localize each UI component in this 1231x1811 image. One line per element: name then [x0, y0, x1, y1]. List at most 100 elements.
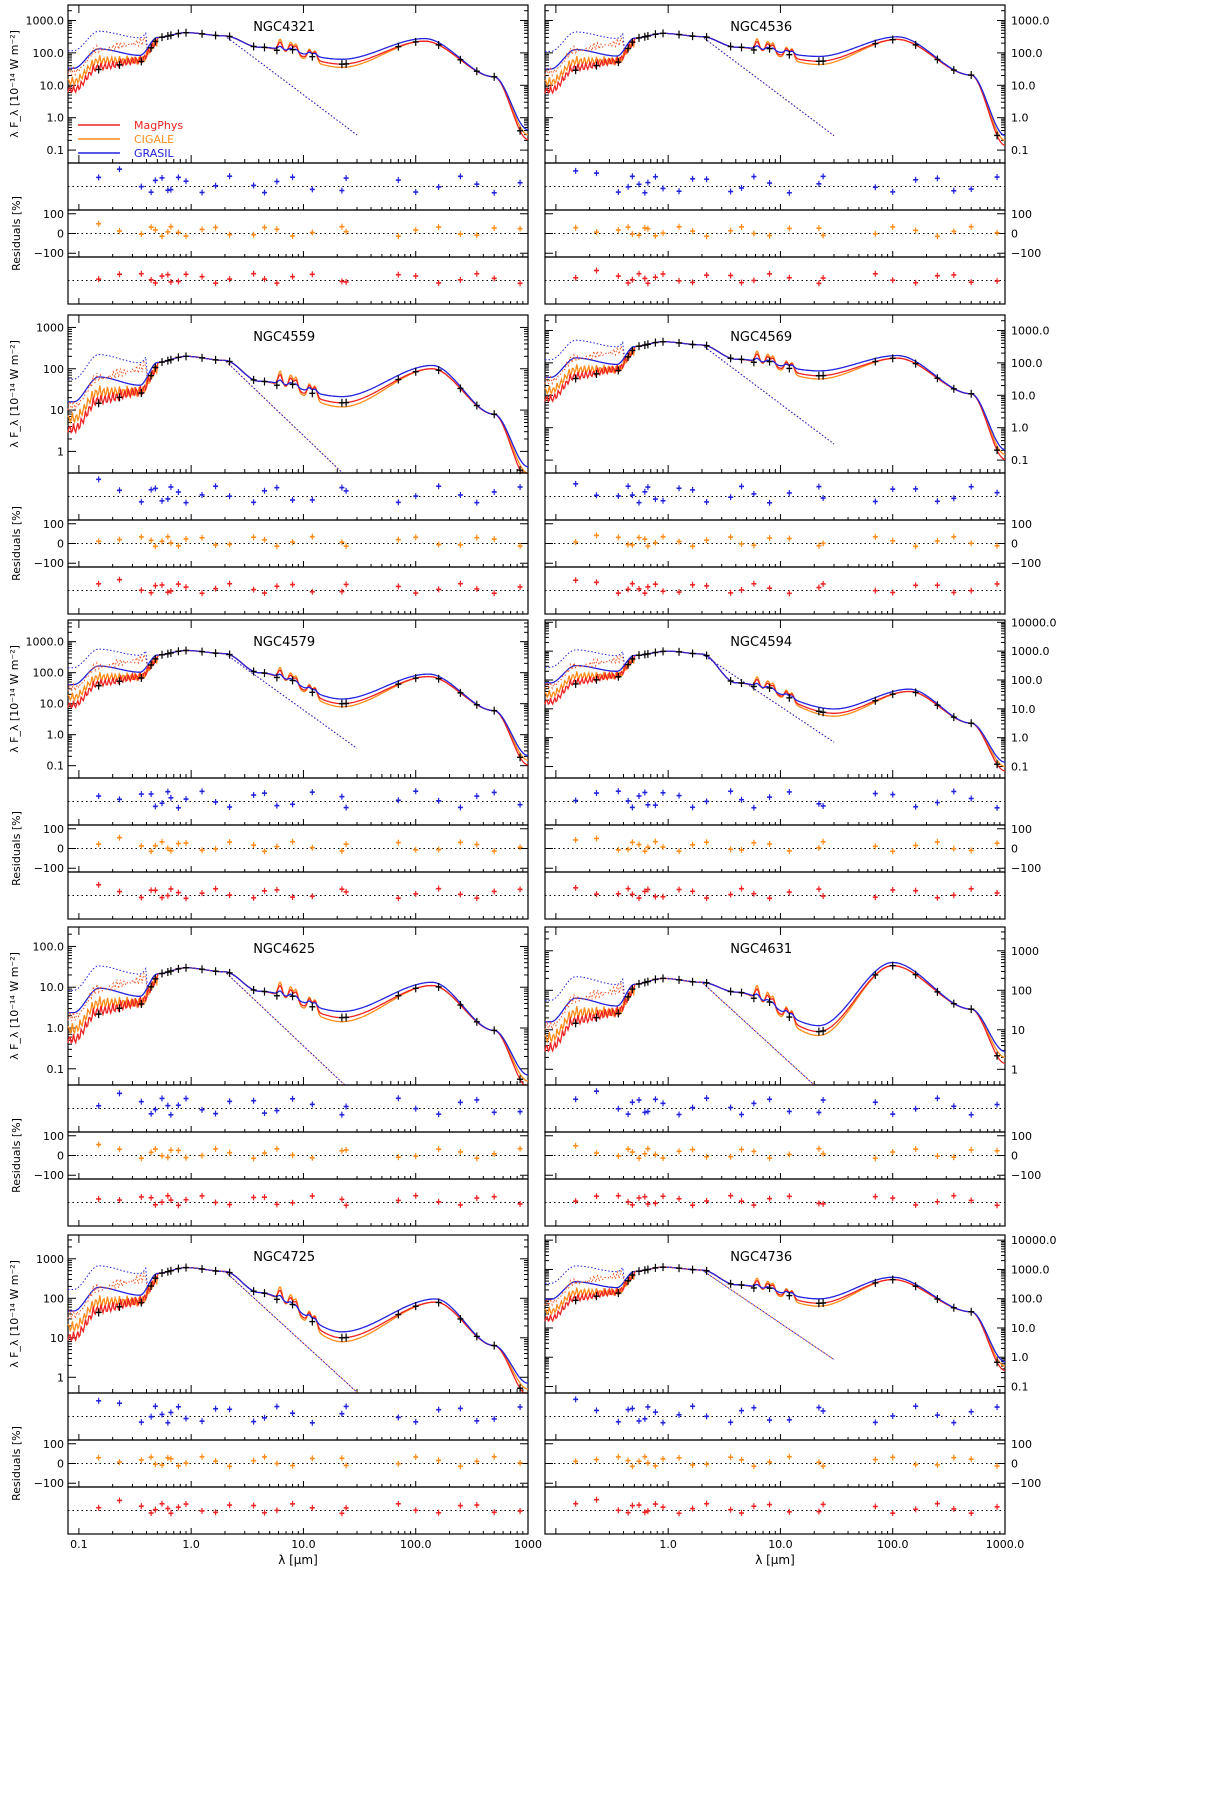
y-tick-label: 1000.0 [1011, 1263, 1050, 1276]
residual-tick-label: 0 [1011, 538, 1018, 551]
panel-ngc4631: NGC4631 1000 100 10 1 −100 0 100 [544, 926, 1041, 1227]
galaxy-label: NGC4725 [253, 1250, 315, 1265]
panel-ngc4625: NGC4625 100.0 10.0 1.0 0.1 −100 0 100 λ F_λ [10⁻… [8, 926, 529, 1227]
residual-tick-label: −100 [1011, 1477, 1041, 1490]
y-tick-label: 1.0 [47, 1022, 65, 1035]
model-curve-magphys [544, 341, 1006, 460]
y-tick-label: 1000 [36, 321, 64, 334]
galaxy-label: NGC4631 [730, 942, 792, 957]
residual-tick-label: 0 [57, 1458, 64, 1471]
residual-tick-label: 0 [1011, 843, 1018, 856]
model-curve-grasil [545, 961, 1006, 1053]
residual-tick-label: 100 [1011, 823, 1032, 836]
unattenuated-stellar-curve [67, 32, 358, 136]
model-curve-grasil [545, 650, 1006, 763]
galaxy-label: NGC4536 [730, 20, 792, 35]
y-tick-label: 100 [43, 1292, 64, 1305]
model-curve-grasil [68, 649, 529, 757]
residual-tick-label: 100 [43, 208, 64, 221]
panel-ngc4725: NGC4725 1000 100 10 1 −100 0 100 λ F_λ [10⁻¹⁴ W … [8, 1234, 529, 1535]
sed-y-axis-label: λ F_λ [10⁻¹⁴ W m⁻²] [8, 952, 21, 1060]
model-curve-cigale [544, 341, 1006, 456]
x-tick-label: 100.0 [400, 1538, 432, 1551]
y-tick-label: 1000 [1011, 945, 1039, 958]
model-curve-grasil [545, 341, 1006, 451]
y-tick-label: 0.1 [47, 760, 65, 773]
residual-tick-label: 0 [57, 843, 64, 856]
y-tick-label: 1000 [36, 1253, 64, 1266]
y-tick-label: 10.0 [1011, 703, 1036, 716]
panel-ngc4321: NGC4321 1000.0 100.0 10.0 1.0 0.1 MagPhysCIGAL… [8, 4, 529, 305]
residual-tick-label: 100 [1011, 208, 1032, 221]
model-curve-cigale [544, 650, 1006, 768]
unattenuated-stellar-curve [544, 977, 834, 1086]
residual-tick-label: 100 [43, 1130, 64, 1143]
residual-tick-label: 0 [57, 538, 64, 551]
model-curve-magphys [67, 32, 529, 141]
panel-ngc4579: NGC4579 1000.0 100.0 10.0 1.0 0.1 −100 0 100 λ F_… [8, 619, 529, 920]
y-tick-label: 0.1 [1011, 454, 1029, 467]
y-tick-label: 10.0 [1011, 389, 1036, 402]
model-curve-magphys [67, 1266, 528, 1394]
sed-y-axis-label: λ F_λ [10⁻¹⁴ W m⁻²] [8, 340, 21, 448]
residual-tick-label: −100 [34, 247, 64, 260]
y-tick-label: 0.1 [1011, 144, 1029, 157]
y-tick-label: 10 [50, 404, 64, 417]
y-tick-label: 10 [1011, 1024, 1025, 1037]
residual-tick-label: −100 [1011, 1169, 1041, 1182]
y-tick-label: 10000.0 [1011, 616, 1057, 629]
y-tick-label: 10000.0 [1011, 1234, 1057, 1247]
x-axis-label: λ [μm] [278, 1553, 318, 1567]
y-tick-label: 1.0 [47, 112, 65, 125]
legend-label-cigale: CIGALE [134, 133, 174, 146]
y-tick-label: 1.0 [47, 729, 65, 742]
residual-y-axis-label: Residuals [%] [10, 506, 23, 581]
y-tick-label: 0.1 [1011, 1381, 1029, 1394]
model-curve-magphys [544, 1266, 1006, 1372]
residual-tick-label: 100 [43, 823, 64, 836]
y-tick-label: 0.1 [47, 1063, 65, 1076]
y-tick-label: 0.1 [47, 144, 65, 157]
figure-labels: 0.1 1.0 10.0 100.0 1000 1.0 10.0 100.0 1000.0 λ [… [70, 1538, 1024, 1567]
panel-ngc4736: NGC4736 10000.0 1000.0 100.0 10.0 1.0 0.1 −100 0… [544, 1234, 1057, 1535]
model-curve-cigale [544, 1266, 1006, 1367]
y-tick-label: 100.0 [1011, 47, 1043, 60]
x-axis-label: λ [μm] [755, 1553, 795, 1567]
residual-tick-label: 100 [1011, 1130, 1032, 1143]
y-tick-label: 0.1 [1011, 761, 1029, 774]
y-tick-label: 10 [50, 1332, 64, 1345]
y-tick-label: 10.0 [1011, 1322, 1036, 1335]
unattenuated-stellar-curve [545, 339, 835, 445]
y-tick-label: 1000.0 [26, 14, 65, 27]
model-curve-magphys [67, 649, 529, 766]
x-tick-label: 10.0 [768, 1538, 793, 1551]
galaxy-label: NGC4594 [730, 635, 792, 650]
residual-tick-label: 0 [1011, 1458, 1018, 1471]
unattenuated-stellar-curve [67, 355, 357, 474]
model-curve-grasil [68, 967, 529, 1076]
model-curve-magphys [544, 32, 1006, 146]
model-curve-cigale [67, 355, 529, 474]
model-curve-cigale [67, 967, 529, 1082]
residual-tick-label: −100 [1011, 557, 1041, 570]
y-tick-label: 1.0 [1011, 422, 1029, 435]
x-tick-label: 1000 [514, 1538, 542, 1551]
residual-tick-label: −100 [34, 862, 64, 875]
panel-ngc4569: NGC4569 1000.0 100.0 10.0 1.0 0.1 −100 0 100 [544, 314, 1050, 615]
model-curve-magphys [67, 967, 528, 1086]
model-curve-grasil [545, 32, 1006, 137]
unattenuated-stellar-curve [68, 1265, 358, 1393]
model-curve-grasil [545, 1266, 1006, 1363]
y-tick-label: 1 [57, 445, 64, 458]
residual-y-axis-label: Residuals [%] [10, 811, 23, 886]
residual-tick-label: 100 [43, 1438, 64, 1451]
unattenuated-stellar-curve [67, 1267, 358, 1393]
panel-ngc4559: NGC4559 1000 100 10 1 −100 0 100 λ F_λ [10⁻¹⁴ W … [8, 314, 529, 615]
y-tick-label: 100.0 [33, 667, 65, 680]
y-tick-label: 1 [57, 1371, 64, 1384]
legend-label-magphys: MagPhys [134, 119, 183, 132]
x-tick-label: 10.0 [291, 1538, 316, 1551]
galaxy-label: NGC4736 [730, 1250, 792, 1265]
residual-tick-label: −100 [34, 1477, 64, 1490]
